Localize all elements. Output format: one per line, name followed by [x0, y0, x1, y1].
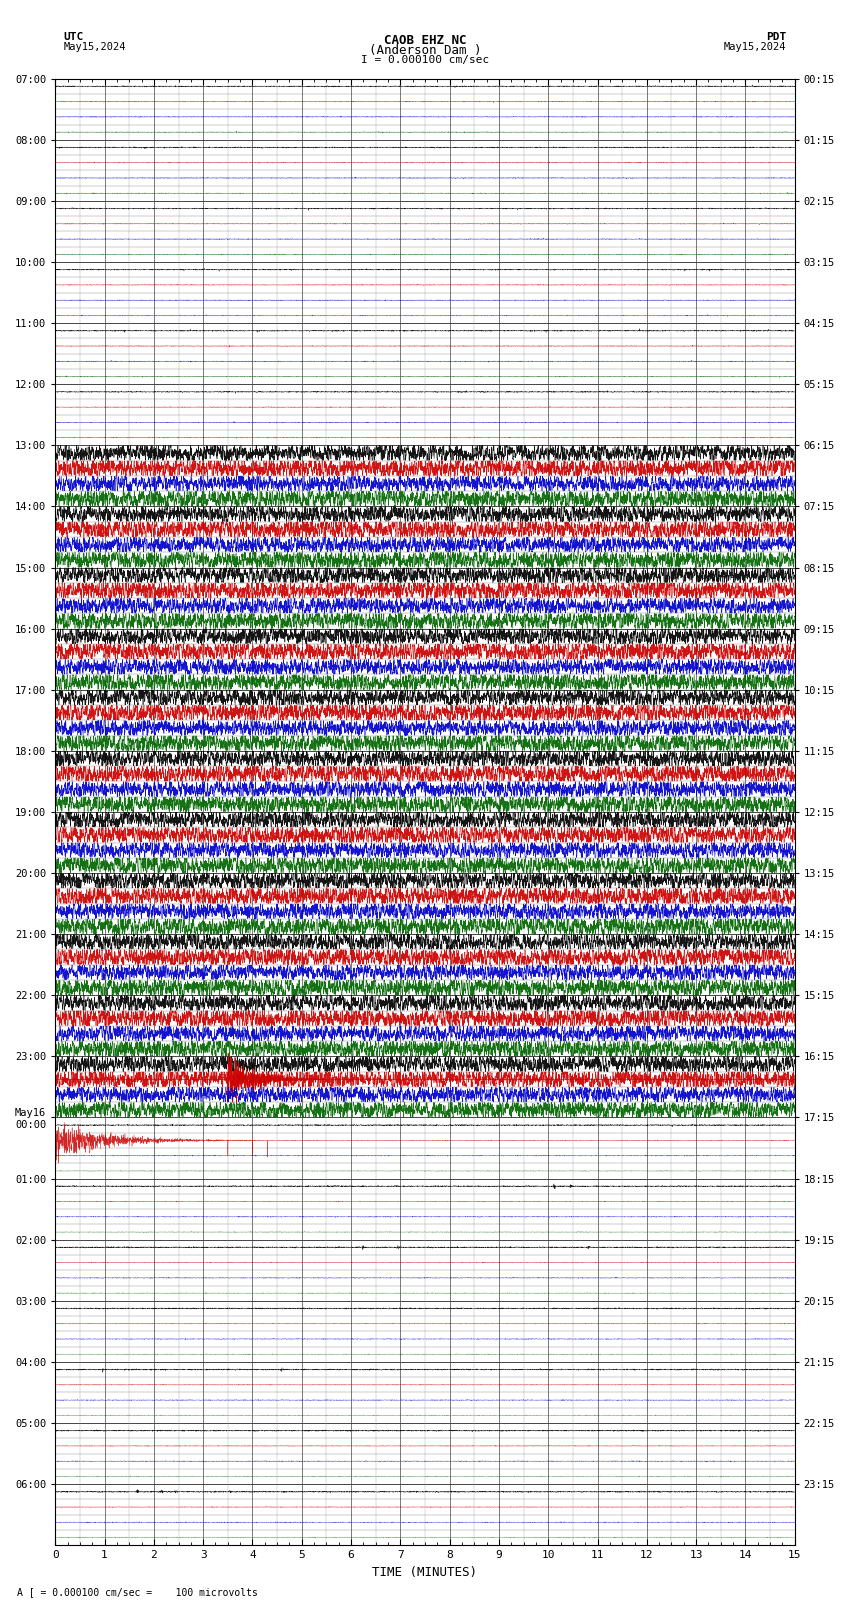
Text: May15,2024: May15,2024	[723, 42, 786, 52]
Text: May15,2024: May15,2024	[64, 42, 127, 52]
Text: I = 0.000100 cm/sec: I = 0.000100 cm/sec	[361, 55, 489, 65]
Text: UTC: UTC	[64, 32, 84, 42]
Text: (Anderson Dam ): (Anderson Dam )	[369, 44, 481, 56]
Text: PDT: PDT	[766, 32, 786, 42]
X-axis label: TIME (MINUTES): TIME (MINUTES)	[372, 1566, 478, 1579]
Text: CAOB EHZ NC: CAOB EHZ NC	[383, 34, 467, 47]
Text: A [ = 0.000100 cm/sec =    100 microvolts: A [ = 0.000100 cm/sec = 100 microvolts	[17, 1587, 258, 1597]
